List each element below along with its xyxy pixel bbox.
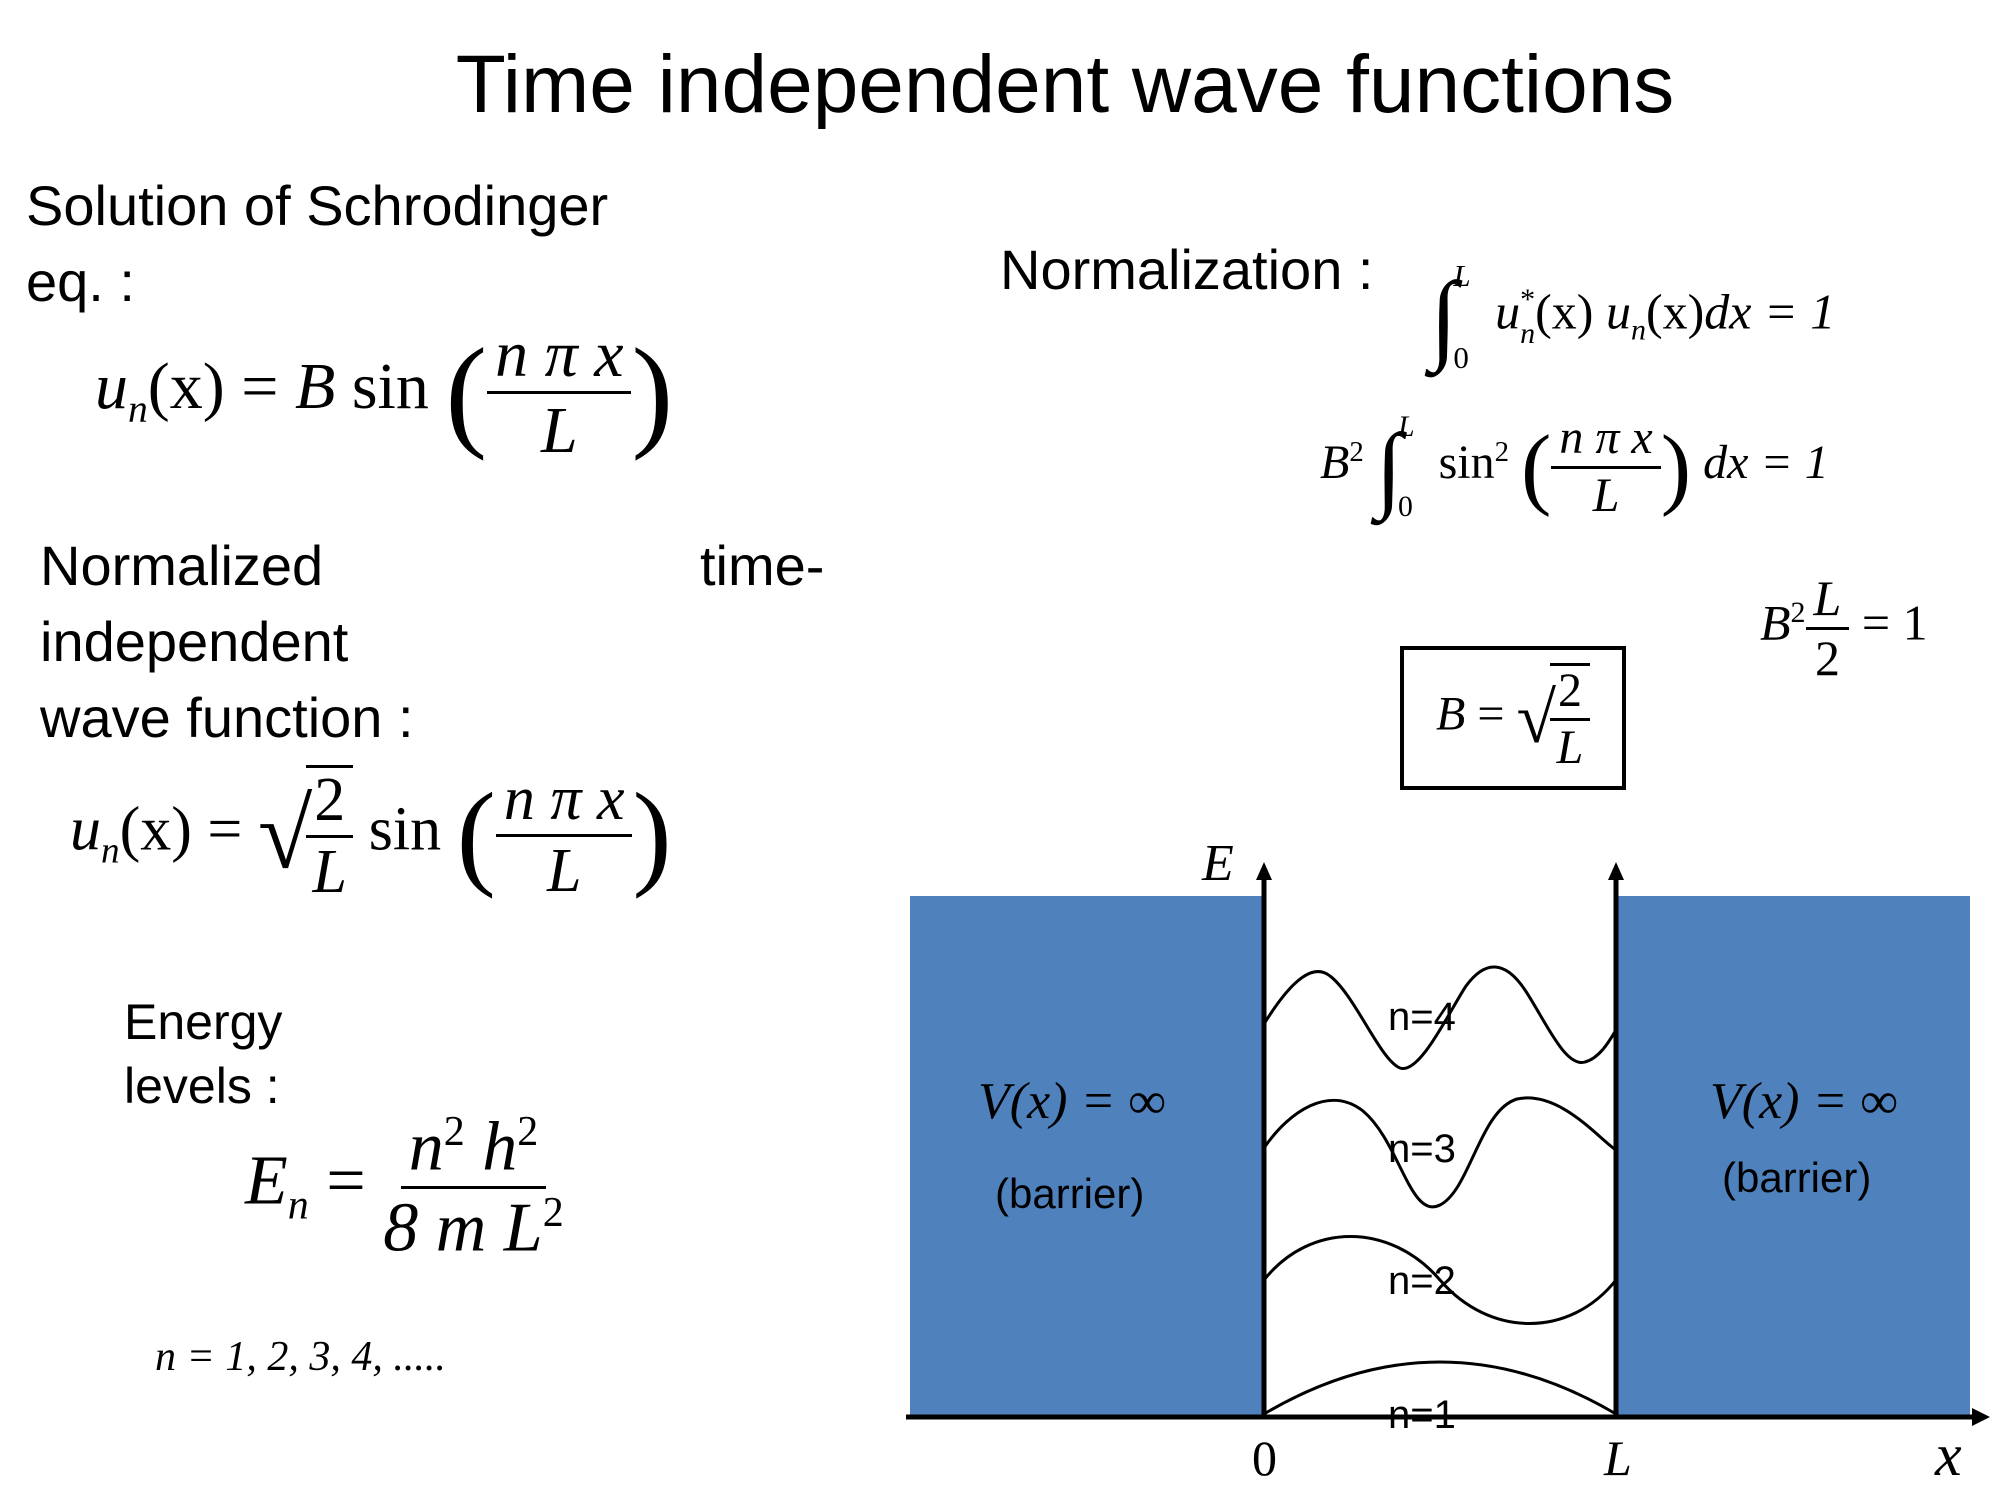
normalization-sin-integral-equation: B2 ∫ L 0 sin2 (n π x L) dx = 1	[1320, 410, 1829, 523]
normalized-wave-function-equation: un(x) = √ 2 L sin (n π x L)	[70, 764, 672, 907]
normalization-label: Normalization :	[1000, 238, 1374, 301]
normalized-label-line2: independent	[40, 610, 349, 673]
left-barrier-equation: V(x) = ∞	[978, 1073, 1166, 1130]
left-barrier-caption: (barrier)	[995, 1170, 1144, 1217]
left-barrier	[910, 896, 1264, 1418]
level-label-n3: n=3	[1388, 1127, 1456, 1171]
level-label-n2: n=2	[1388, 1259, 1456, 1303]
normalization-constant-box: B = √ 2 L	[1400, 646, 1626, 790]
energy-label-line1: Energy	[124, 994, 283, 1050]
wave-curve-n1	[1263, 1360, 1617, 1416]
energy-label-line2: levels :	[124, 1058, 280, 1114]
right-barrier-caption: (barrier)	[1722, 1154, 1871, 1201]
axis-y-label: E	[1201, 835, 1234, 892]
tick-L: L	[1603, 1430, 1632, 1486]
tick-zero: 0	[1252, 1430, 1277, 1486]
level-label-n1: n=1	[1388, 1393, 1456, 1437]
x-axis-arrow-icon	[1972, 1408, 1990, 1426]
page-title: Time independent wave functions	[455, 39, 1675, 130]
n-values: n = 1, 2, 3, 4, .....	[155, 1334, 446, 1380]
normalized-label-b: time-	[700, 534, 825, 597]
right-barrier-equation: V(x) = ∞	[1710, 1073, 1898, 1130]
normalization-integral-equation: ∫ L 0 u * n (x) un(x)dx = 1	[1430, 258, 1836, 375]
wave-curve-n3	[1262, 1096, 1617, 1209]
energy-levels-equation: En = n2 h2 8 m L2	[245, 1108, 564, 1267]
axis-x-label: x	[1934, 1422, 1962, 1488]
normalized-label-a: Normalized	[40, 534, 324, 597]
level-label-n4: n=4	[1388, 995, 1456, 1039]
solution-label-line2: eq. :	[26, 250, 135, 313]
right-wall-arrow-icon	[1608, 862, 1624, 880]
right-barrier	[1616, 896, 1970, 1418]
solution-label-line1: Solution of Schrodinger	[26, 174, 609, 237]
wave-function-equation: un(x) = B sin (n π x L)	[95, 318, 674, 468]
normalized-label-line3: wave function :	[40, 686, 414, 749]
normalization-result-equation: B2 L 2 = 1	[1760, 570, 1928, 686]
y-axis-arrow-icon	[1256, 862, 1272, 880]
wave-curve-n4	[1262, 965, 1618, 1070]
wave-curve-n2	[1262, 1235, 1618, 1325]
